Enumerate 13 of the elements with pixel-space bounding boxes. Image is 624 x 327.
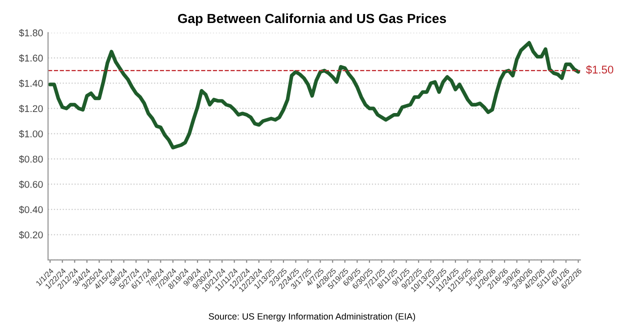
y-tick-label: $0.20: [18, 231, 43, 239]
y-tick-label: $1.20: [18, 104, 43, 113]
y-tick-label: $1.40: [18, 80, 43, 88]
ref-line-label: $1.50: [586, 65, 614, 74]
source-note: Source: US Energy Information Administration (EIA): [208, 312, 416, 322]
y-tick-label: $1.00: [18, 130, 43, 138]
y-tick-label: $0.40: [18, 206, 43, 214]
y-tick-label: $1.60: [18, 54, 43, 62]
chart-title: Gap Between California and US Gas Prices: [178, 13, 446, 26]
y-tick-label: $0.80: [18, 155, 43, 164]
y-tick-label: $1.80: [18, 29, 43, 37]
y-tick-label: $0.60: [18, 180, 43, 188]
line-series: [48, 40, 580, 150]
